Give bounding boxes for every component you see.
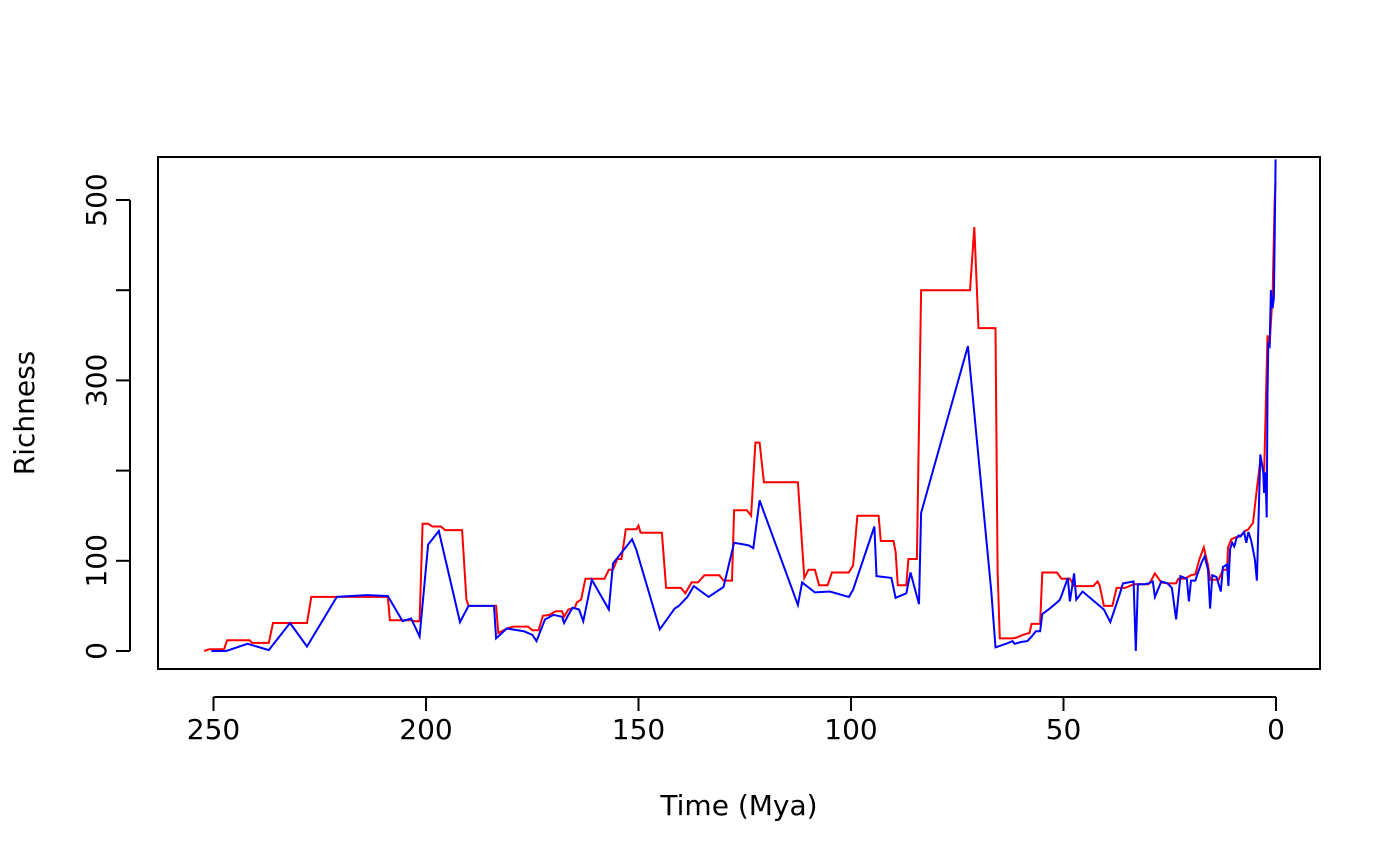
y-tick-label: 0: [80, 642, 113, 660]
y-axis: 0 100 300 500: [80, 173, 131, 660]
x-tick-label: 0: [1267, 713, 1285, 746]
plot-frame: [157, 156, 1321, 670]
x-tick-label: 150: [612, 713, 665, 746]
x-tick-label: 200: [399, 713, 452, 746]
x-axis: 250 200 150 100 50 0: [187, 696, 1285, 746]
x-tick-label: 50: [1046, 713, 1082, 746]
x-tick-label: 250: [187, 713, 240, 746]
series-layer: [203, 159, 1277, 652]
series-line-2: [211, 159, 1277, 652]
x-tick-label: 100: [824, 713, 877, 746]
y-axis-label: Richness: [8, 351, 41, 476]
x-axis-label: Time (Mya): [659, 789, 817, 822]
y-tick-label: 500: [80, 173, 113, 226]
y-tick-label: 300: [80, 354, 113, 407]
series-line-1: [203, 181, 1277, 652]
y-tick-label: 100: [80, 534, 113, 587]
